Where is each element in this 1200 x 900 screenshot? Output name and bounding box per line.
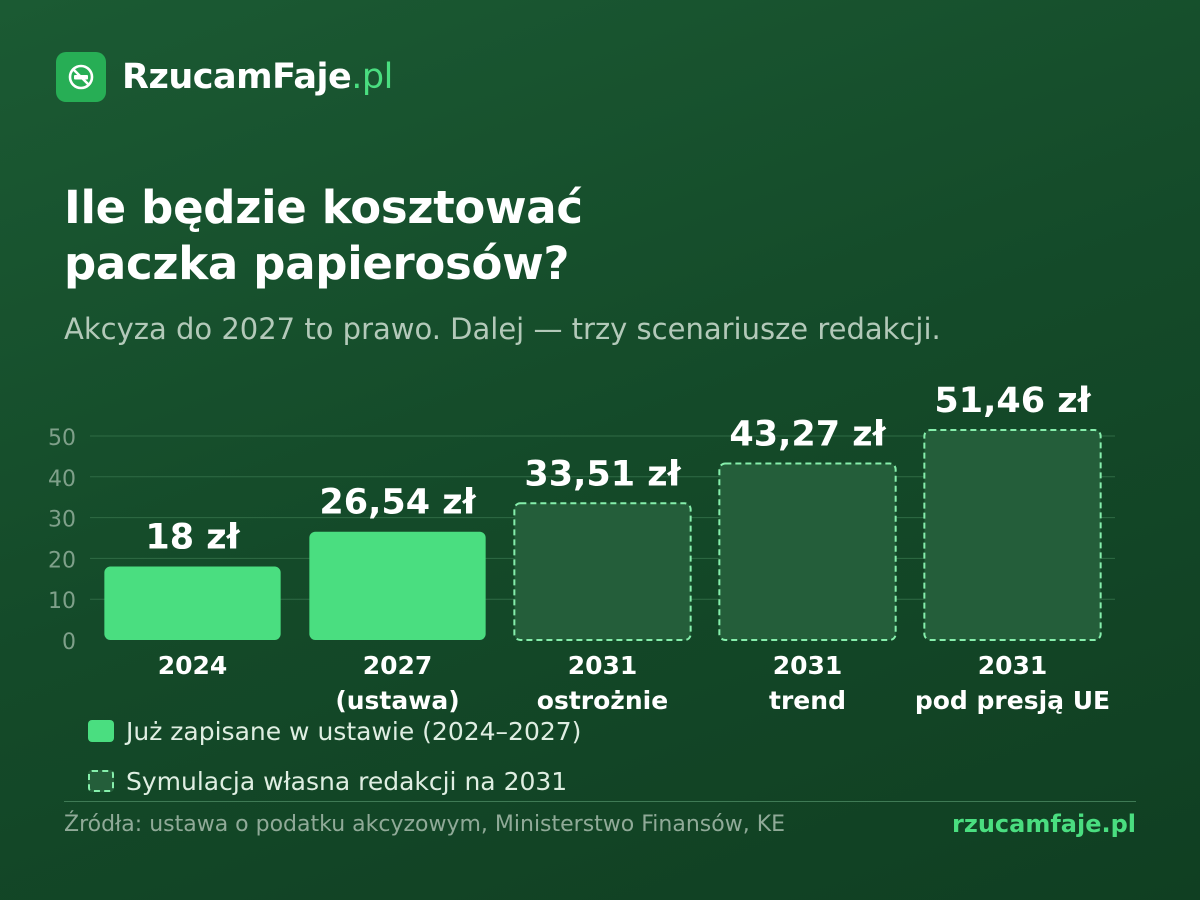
bar — [718, 462, 897, 641]
legend: Już zapisane w ustawie (2024–2027) Symul… — [88, 712, 581, 812]
subtitle: Akcyza do 2027 to prawo. Dalej — trzy sc… — [64, 312, 941, 346]
x-tick-label: trend — [769, 686, 846, 715]
title-line-2: paczka papierosów? — [64, 237, 570, 290]
bar-chart: 0 10 20 30 40 50 18 zł 2024 26,54 zł 2027 (ustawa)… — [48, 381, 1115, 715]
bar — [923, 429, 1102, 641]
legend-swatch-solid — [88, 720, 114, 742]
x-tick-label: pod presją UE — [915, 686, 1110, 715]
x-tick-label: 2027 — [363, 651, 433, 680]
legend-item-simulation: Symulacja własna redakcji na 2031 — [88, 762, 581, 800]
footer-divider — [64, 801, 1136, 802]
value-label: 18 zł — [145, 518, 240, 558]
sources-text: Źródła: ustawa o podatku akcyzowym, Mini… — [64, 812, 786, 837]
y-tick-label: 30 — [48, 508, 76, 533]
y-tick-label: 0 — [62, 630, 76, 655]
page-title: Ile będzie kosztować paczka papierosów? — [64, 180, 583, 292]
brand: RzucamFaje.pl — [56, 52, 393, 102]
bar — [104, 566, 281, 640]
brand-tld: .pl — [351, 57, 393, 97]
x-tick-label: 2024 — [158, 651, 228, 680]
x-tick-label: 2031 — [568, 651, 638, 680]
title-line-1: Ile będzie kosztować — [64, 181, 583, 234]
value-label: 51,46 zł — [934, 381, 1091, 421]
no-smoking-icon — [56, 52, 106, 102]
y-tick-label: 10 — [48, 589, 76, 614]
y-tick-label: 40 — [48, 467, 76, 492]
bar — [309, 531, 486, 640]
legend-swatch-dashed — [88, 770, 114, 792]
value-label: 43,27 zł — [729, 414, 886, 454]
y-tick-label: 20 — [48, 548, 76, 573]
x-tick-label: ostrożnie — [537, 686, 668, 715]
legend-item-law: Już zapisane w ustawie (2024–2027) — [88, 712, 581, 750]
y-tick-label: 50 — [48, 426, 76, 451]
bar — [513, 502, 692, 641]
brand-name-text: RzucamFaje — [122, 57, 352, 97]
x-tick-label: 2031 — [978, 651, 1048, 680]
x-tick-label: (ustawa) — [335, 686, 459, 715]
value-label: 26,54 zł — [319, 483, 476, 523]
legend-label-law: Już zapisane w ustawie (2024–2027) — [126, 716, 582, 746]
site-link[interactable]: rzucamfaje.pl — [952, 810, 1136, 838]
legend-label-simulation: Symulacja własna redakcji na 2031 — [126, 766, 568, 796]
brand-name: RzucamFaje.pl — [122, 57, 393, 97]
x-tick-label: 2031 — [773, 651, 843, 680]
value-label: 33,51 zł — [524, 454, 681, 494]
